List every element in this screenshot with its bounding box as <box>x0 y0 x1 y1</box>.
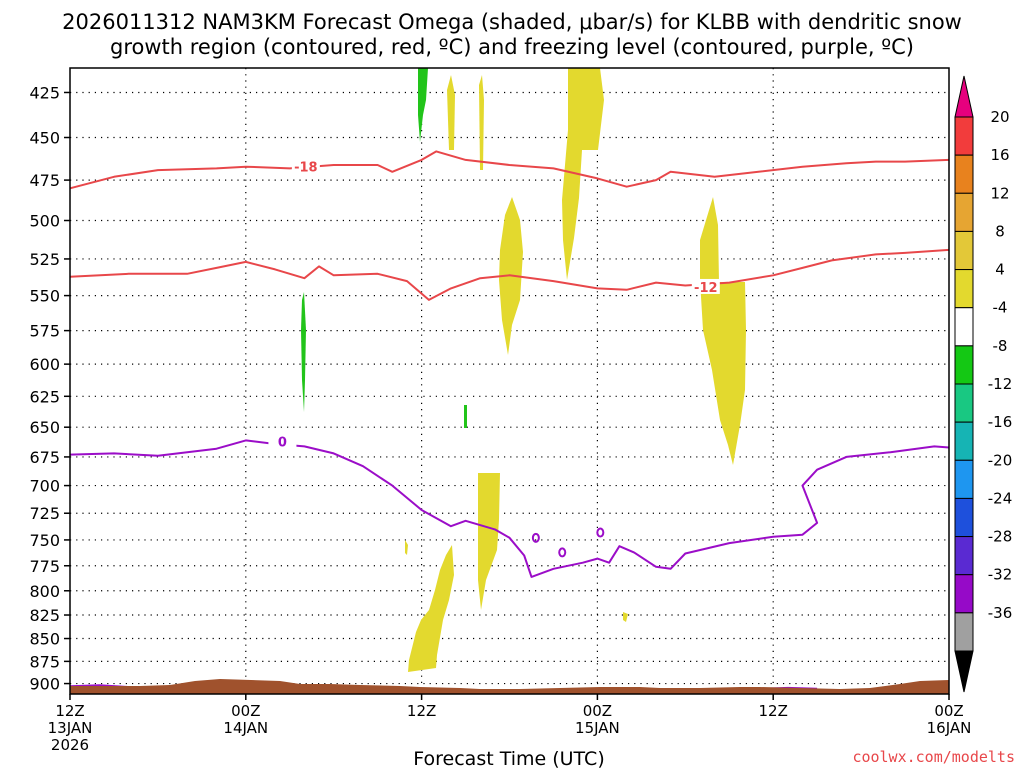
x-tick-label: 00Z <box>231 702 260 720</box>
y-axis: 425 450 475 500 525 550 575 600 625 650 675 700 725 7… <box>29 83 70 694</box>
omega-region-yellow <box>408 545 454 672</box>
colorbar-swatch <box>954 421 974 461</box>
y-tick-label: 850 <box>29 630 60 649</box>
chart-title-line2: growth region (contoured, red, ºC) and f… <box>110 35 914 59</box>
colorbar-swatch <box>954 230 974 271</box>
omega-region-green <box>464 405 467 428</box>
omega-region-yellow <box>479 75 484 170</box>
colorbar-swatch <box>954 536 974 576</box>
y-tick-label: 550 <box>29 287 60 306</box>
y-tick-label: 500 <box>29 212 60 231</box>
y-tick-label: 600 <box>29 355 60 374</box>
red-contour-label-bg <box>291 158 320 174</box>
colorbar-label: -16 <box>988 413 1013 431</box>
y-tick-label: 625 <box>29 387 60 406</box>
colorbar-swatch <box>954 345 974 385</box>
colorbar-label: 8 <box>995 222 1005 240</box>
grid-layer <box>70 68 949 694</box>
terrain-fill <box>70 679 949 694</box>
y-tick-label: 525 <box>29 250 60 269</box>
y-tick-label: 825 <box>29 606 60 625</box>
chart-title-line1: 2026011312 NAM3KM Forecast Omega (shaded… <box>62 10 962 34</box>
colorbar-top-arrow <box>954 75 974 118</box>
y-tick-label: 425 <box>29 83 60 102</box>
y-tick-label: 575 <box>29 322 60 341</box>
purple-contour-cell <box>531 532 540 543</box>
purple-contour-label-bg <box>268 433 297 449</box>
red-contour-label-bg <box>691 278 720 294</box>
colorbar-swatch <box>954 459 974 499</box>
plot-area <box>70 68 949 694</box>
colorbar-swatch <box>954 383 974 423</box>
x-tick-label: 00Z <box>583 702 612 720</box>
colorbar-label: -8 <box>993 337 1008 355</box>
colorbar-label: -32 <box>988 566 1013 584</box>
y-tick-label: 450 <box>29 129 60 148</box>
x-tick-label: 15JAN <box>575 719 620 737</box>
colorbar-swatch <box>954 307 974 347</box>
purple-contour <box>69 439 950 578</box>
y-tick-label: 750 <box>29 531 60 550</box>
colorbar-swatch <box>954 497 974 538</box>
red-contour-label: -18 <box>294 161 318 176</box>
colorbar-label: -20 <box>988 451 1013 469</box>
omega-region-green <box>418 68 428 142</box>
y-tick-label: 700 <box>29 477 60 496</box>
omega-region-yellow <box>405 540 408 555</box>
dgz-red-contours: -18 -12 <box>69 150 950 301</box>
x-tick-label: 00Z <box>934 702 963 720</box>
x-tick-label: 14JAN <box>223 719 268 737</box>
omega-region-yellow <box>700 197 746 465</box>
colorbar-label: 4 <box>995 261 1005 279</box>
omega-colorbar: 20 16 12 8 4 -4 -8 -12 -16 -20 -24 -28 -32 -36 <box>954 75 1013 693</box>
purple-contour-cell <box>596 527 605 538</box>
colorbar-label: 20 <box>990 108 1009 126</box>
purple-contour-cell <box>558 547 567 558</box>
credit-text: coolwx.com/modelts <box>852 748 1015 766</box>
colorbar-label: 16 <box>990 146 1009 164</box>
red-contour-label: -12 <box>694 281 718 296</box>
y-tick-label: 800 <box>29 582 60 601</box>
red-contour <box>69 248 950 301</box>
omega-region-green <box>301 292 306 412</box>
x-tick-label: 13JAN <box>48 719 93 737</box>
x-tick-label: 2026 <box>51 736 89 754</box>
x-tick-label: 12Z <box>759 702 788 720</box>
colorbar-swatch <box>954 574 974 614</box>
omega-region-yellow <box>478 473 500 610</box>
colorbar-label: -4 <box>993 299 1008 317</box>
colorbar-label: 12 <box>990 184 1009 202</box>
colorbar-label: -24 <box>988 489 1013 507</box>
colorbar-swatch <box>954 192 974 232</box>
x-axis-label: Forecast Time (UTC) <box>413 748 604 768</box>
omega-region-yellow <box>623 612 628 622</box>
purple-contour-label: 0 <box>278 436 287 451</box>
y-tick-label: 900 <box>29 675 60 694</box>
colorbar-label: -12 <box>988 375 1013 393</box>
y-tick-label: 675 <box>29 448 60 467</box>
colorbar-swatch <box>954 269 974 309</box>
omega-region-yellow <box>562 68 604 280</box>
y-tick-label: 725 <box>29 504 60 523</box>
red-contour <box>69 150 950 190</box>
colorbar-bottom-arrow <box>954 650 974 693</box>
colorbar-label: -36 <box>988 604 1013 622</box>
x-tick-label: 12Z <box>55 702 84 720</box>
y-tick-label: 475 <box>29 171 60 190</box>
x-tick-label: 12Z <box>407 702 436 720</box>
y-tick-label: 775 <box>29 557 60 576</box>
colorbar-swatch <box>954 612 974 652</box>
colorbar-swatch <box>954 116 974 156</box>
colorbar-label: -28 <box>988 528 1013 546</box>
y-tick-label: 875 <box>29 652 60 671</box>
colorbar-swatch <box>954 154 974 194</box>
plot-frame <box>69 67 950 695</box>
omega-region-yellow <box>447 75 455 150</box>
y-tick-label: 650 <box>29 418 60 437</box>
x-tick-label: 16JAN <box>927 719 972 737</box>
